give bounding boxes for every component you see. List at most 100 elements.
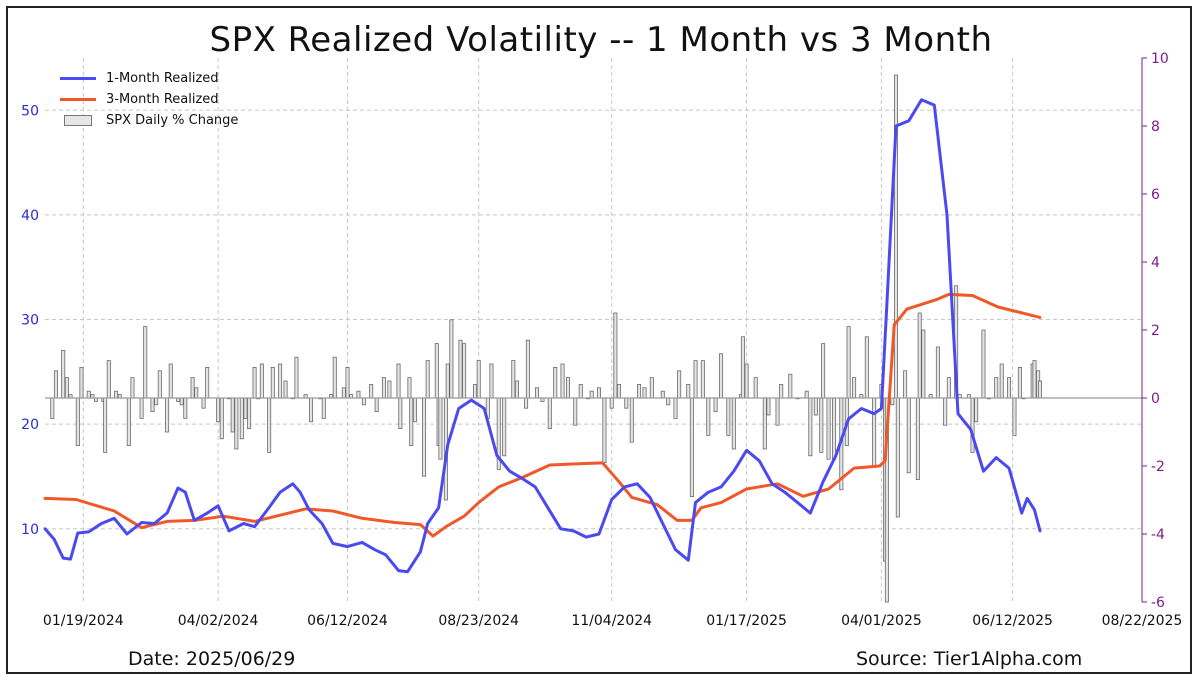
spx-daily-change-bar [617, 383, 622, 399]
spx-daily-change-bar [693, 360, 698, 399]
spx-daily-change-bar [259, 363, 264, 399]
spx-daily-change-bar [205, 366, 210, 399]
spx-daily-change-bar [321, 397, 326, 419]
x-tick-label: 04/01/2025 [841, 613, 922, 629]
spx-daily-change-bar [649, 377, 654, 399]
x-tick-label: 06/12/2024 [307, 613, 388, 629]
spx-daily-change-bar [753, 377, 758, 399]
spx-daily-change-bar [624, 397, 629, 409]
spx-daily-change-bar [154, 397, 159, 406]
spx-daily-change-bar [1017, 366, 1022, 399]
spx-daily-change-bar [239, 397, 244, 440]
spx-daily-change-bar [921, 329, 926, 399]
x-tick-label: 01/17/2025 [706, 613, 787, 629]
spx-daily-change-bar [422, 397, 427, 477]
spx-daily-change-bar [476, 360, 481, 399]
x-tick-label: 01/19/2024 [43, 613, 124, 629]
right-y-tick-label: 10 [1151, 51, 1169, 67]
one-month-realized-line [43, 98, 1042, 574]
spx-daily-change-bar [407, 377, 412, 399]
left-y-tick-label: 10 [21, 522, 39, 538]
spx-daily-change-bar [903, 370, 908, 399]
spx-daily-change-bar [106, 360, 111, 399]
spx-daily-change-bar [642, 387, 647, 399]
spx-daily-change-bar [64, 377, 69, 399]
spx-daily-change-bar [700, 360, 705, 399]
spx-daily-change-bar [779, 383, 784, 399]
chart-plot: 01/19/2024 04/02/2024 06/12/2024 08/23/2024… [21, 51, 1182, 629]
spx-daily-change-bar [1006, 377, 1011, 399]
spx-daily-change-bar [114, 390, 119, 399]
spx-daily-change-bar [613, 312, 618, 399]
spx-daily-change-bar [278, 363, 283, 399]
x-tick-label: 04/02/2024 [178, 613, 259, 629]
right-y-tick-label: -6 [1151, 595, 1165, 611]
spx-daily-change-bar [1037, 380, 1042, 399]
spx-daily-change-bar [524, 397, 529, 409]
spx-daily-change-bar [589, 390, 594, 399]
spx-daily-change-bar [915, 397, 920, 480]
x-tick-label: 06/12/2025 [972, 613, 1053, 629]
spx-daily-change-bar [183, 397, 188, 419]
chart-legend: 1-Month Realized 3-Month Realized SPX Da… [60, 68, 238, 131]
spx-daily-change-bar [473, 383, 478, 399]
spx-daily-change-bar [139, 397, 144, 419]
spx-daily-change-bar [602, 397, 607, 463]
legend-item-spx: SPX Daily % Change [60, 110, 238, 131]
spx-daily-change-bar [846, 326, 851, 399]
left-y-tick-label: 40 [21, 208, 39, 224]
spx-daily-change-bar [788, 373, 793, 399]
spx-daily-change-bar [666, 397, 671, 406]
spx-daily-change-bar [826, 397, 831, 460]
spx-daily-change-bar [201, 397, 206, 409]
right-y-tick-label: -4 [1151, 527, 1165, 543]
spx-daily-change-bar [332, 356, 337, 399]
spx-daily-change-bar [61, 349, 66, 399]
spx-daily-change-bar [994, 377, 999, 399]
spx-daily-change-bar [547, 397, 552, 430]
spx-daily-change-bar [150, 397, 155, 413]
legend-label-spx: SPX Daily % Change [106, 113, 239, 128]
legend-label-3m: 3-Month Realized [106, 92, 219, 107]
spx-daily-change-bar [369, 383, 374, 399]
spx-daily-change-bar [719, 353, 724, 399]
spx-daily-change-bar [79, 366, 84, 399]
spx-daily-change-bar [935, 346, 940, 399]
spx-daily-change-bar [130, 377, 135, 399]
spx-daily-change-bar [660, 390, 665, 399]
right-y-tick-label: 4 [1151, 255, 1160, 271]
spx-daily-change-bar [893, 74, 898, 399]
spx-daily-change-bar [525, 339, 530, 399]
spx-daily-change-bar [946, 377, 951, 399]
right-y-tick-label: 6 [1151, 187, 1160, 203]
chart-title: SPX Realized Volatility -- 1 Month vs 3 … [209, 20, 993, 60]
legend-swatch-1m [60, 77, 96, 80]
spx-daily-change-bar [686, 383, 691, 399]
spx-daily-change-bar [999, 363, 1004, 399]
spx-daily-change-bar [890, 397, 895, 406]
legend-label-1m: 1-Month Realized [106, 71, 219, 86]
legend-item-1m: 1-Month Realized [60, 68, 238, 89]
spx-daily-change-bar [514, 380, 519, 399]
spx-daily-change-bar [434, 343, 439, 399]
spx-daily-change-bar [489, 363, 494, 399]
spx-daily-change-bar [872, 397, 877, 467]
spx-daily-change-bar [243, 397, 248, 419]
spx-daily-change-bar [706, 397, 711, 436]
spx-daily-change-bar [740, 336, 745, 399]
spx-daily-change-bar [981, 329, 986, 399]
date-label: Date: 2025/06/29 [128, 648, 296, 670]
spx-daily-change-bar [895, 397, 900, 518]
spx-daily-change-bar [573, 397, 578, 426]
spx-daily-change-bar [609, 397, 614, 409]
spx-daily-change-bar [1012, 397, 1017, 436]
spx-daily-change-bar [438, 397, 443, 460]
spx-daily-change-bar [157, 370, 162, 399]
right-y-tick-label: 2 [1151, 323, 1160, 339]
spx-daily-change-bar [596, 387, 601, 399]
legend-swatch-3m [60, 98, 96, 101]
spx-daily-change-bar [445, 363, 450, 399]
spx-daily-change-bar [560, 363, 565, 399]
spx-daily-change-bar [412, 397, 417, 423]
spx-daily-change-bar [819, 397, 824, 453]
